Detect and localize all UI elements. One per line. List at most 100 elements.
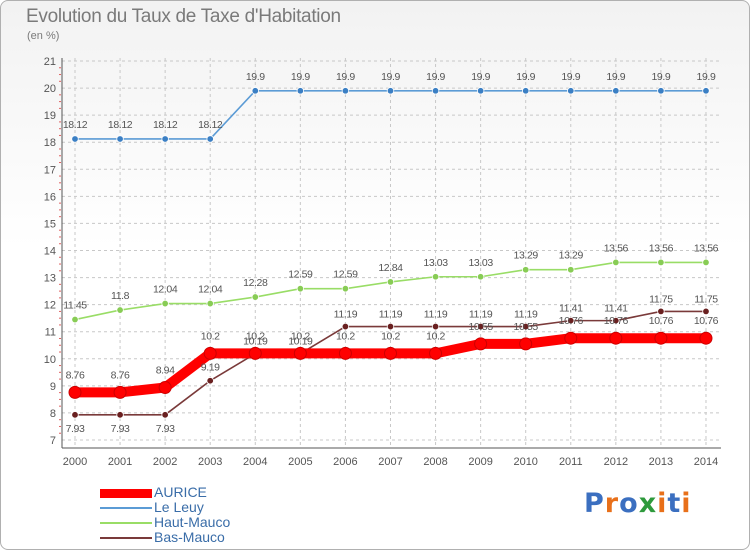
- data-label-le-leuy: 18.12: [198, 119, 223, 131]
- x-tick-label: 2009: [468, 456, 492, 468]
- data-label-aurice: 10.2: [201, 330, 220, 342]
- data-label-le-leuy: 19.9: [246, 71, 265, 83]
- data-label-haut-mauco: 13.03: [423, 257, 448, 269]
- data-point-aurice: [519, 337, 533, 351]
- data-label-haut-mauco: 12.28: [243, 277, 268, 289]
- data-point-haut-mauco: [341, 284, 350, 293]
- y-tick-label: 11: [45, 327, 56, 339]
- data-point-bas-mauco: [116, 411, 124, 419]
- data-point-bas-mauco: [161, 411, 169, 419]
- data-point-bas-mauco: [341, 322, 350, 331]
- data-label-le-leuy: 19.9: [426, 71, 445, 83]
- x-tick-label: 2001: [108, 456, 132, 468]
- data-point-le-leuy: [251, 87, 259, 95]
- data-label-aurice: 10.76: [559, 315, 584, 327]
- data-label-bas-mauco: 11.19: [514, 309, 538, 321]
- data-label-bas-mauco: 7.93: [156, 423, 175, 435]
- data-point-haut-mauco: [567, 266, 575, 274]
- x-tick-label: 2005: [288, 456, 312, 468]
- data-label-haut-mauco: 13.56: [694, 242, 719, 254]
- data-label-haut-mauco: 11.45: [63, 300, 87, 312]
- legend-label: AURICE: [154, 484, 207, 500]
- y-tick-label: 15: [44, 218, 56, 230]
- data-point-le-leuy: [476, 87, 485, 95]
- data-label-bas-mauco: 10.19: [243, 336, 268, 348]
- data-label-aurice: 10.55: [468, 321, 493, 333]
- data-point-le-leuy: [522, 87, 530, 95]
- data-point-le-leuy: [431, 87, 440, 95]
- data-point-aurice: [474, 337, 488, 351]
- data-label-aurice: 8.76: [111, 369, 130, 381]
- legend-swatch: [100, 489, 152, 498]
- data-label-aurice: 10.2: [381, 330, 400, 342]
- data-point-haut-mauco: [116, 306, 124, 314]
- data-point-aurice: [338, 346, 352, 360]
- data-label-le-leuy: 19.9: [336, 71, 355, 83]
- data-point-bas-mauco: [657, 307, 665, 316]
- data-point-le-leuy: [702, 87, 710, 95]
- data-label-aurice: 10.76: [694, 315, 719, 327]
- data-label-haut-mauco: 12.84: [378, 262, 403, 274]
- data-label-bas-mauco: 11.41: [604, 303, 628, 315]
- legend-label: Haut-Mauco: [154, 514, 231, 530]
- data-point-le-leuy: [386, 87, 395, 95]
- data-label-le-leuy: 18.12: [153, 119, 178, 131]
- data-label-aurice: 10.76: [604, 315, 629, 327]
- data-label-le-leuy: 18.12: [108, 119, 133, 131]
- data-label-haut-mauco: 13.29: [514, 250, 539, 262]
- x-tick-label: 2003: [198, 456, 222, 468]
- x-tick-label: 2004: [243, 456, 267, 468]
- y-tick-label: 14: [44, 246, 56, 258]
- data-label-aurice: 10.2: [291, 330, 310, 342]
- data-point-bas-mauco: [522, 322, 530, 331]
- data-point-le-leuy: [296, 87, 305, 95]
- data-point-aurice: [293, 346, 307, 360]
- data-point-aurice: [699, 331, 713, 345]
- data-label-bas-mauco: 11.19: [469, 309, 493, 321]
- data-point-le-leuy: [612, 87, 620, 95]
- y-tick-label: 17: [44, 164, 56, 176]
- data-point-bas-mauco: [431, 322, 440, 331]
- data-label-aurice: 8.76: [66, 369, 85, 381]
- data-label-bas-mauco: 11.41: [559, 303, 583, 315]
- x-tick-label: 2010: [513, 456, 537, 468]
- data-label-le-leuy: 19.9: [651, 71, 670, 83]
- y-tick-label: 19: [44, 110, 56, 122]
- data-label-haut-mauco: 13.03: [468, 257, 493, 269]
- data-point-aurice: [158, 380, 172, 394]
- data-point-bas-mauco: [206, 377, 214, 385]
- data-label-le-leuy: 19.9: [697, 71, 716, 83]
- data-point-haut-mauco: [612, 258, 620, 267]
- logo-letter: x: [638, 488, 658, 519]
- data-label-aurice: 10.76: [649, 315, 674, 327]
- chart-title: Evolution du Taux de Taxe d'Habitation: [26, 6, 341, 27]
- logo-letter: i: [681, 488, 692, 519]
- data-point-bas-mauco: [386, 322, 395, 331]
- data-point-aurice: [203, 346, 217, 360]
- y-tick-label: 12: [44, 300, 56, 312]
- data-point-le-leuy: [71, 135, 79, 143]
- x-tick-label: 2014: [694, 456, 718, 468]
- data-point-aurice: [609, 331, 623, 345]
- data-label-bas-mauco: 7.93: [66, 423, 85, 435]
- y-tick-label: 9: [50, 381, 56, 393]
- logo-letter: i: [657, 488, 668, 519]
- data-label-le-leuy: 19.9: [381, 71, 400, 83]
- data-point-haut-mauco: [657, 258, 665, 267]
- brand-logo: Proxiti: [584, 488, 692, 519]
- logo-letter: r: [604, 488, 620, 519]
- data-point-le-leuy: [341, 87, 350, 95]
- data-point-aurice: [383, 346, 397, 360]
- legend-label: Bas-Mauco: [154, 529, 225, 545]
- logo-letter: o: [619, 488, 639, 519]
- data-label-haut-mauco: 13.56: [604, 242, 629, 254]
- data-point-le-leuy: [161, 135, 169, 143]
- x-tick-label: 2007: [378, 456, 402, 468]
- data-point-aurice: [654, 331, 668, 345]
- data-point-haut-mauco: [476, 273, 485, 281]
- x-tick-label: 2008: [423, 456, 447, 468]
- data-label-haut-mauco: 12.04: [153, 284, 178, 296]
- data-label-aurice: 10.55: [514, 321, 539, 333]
